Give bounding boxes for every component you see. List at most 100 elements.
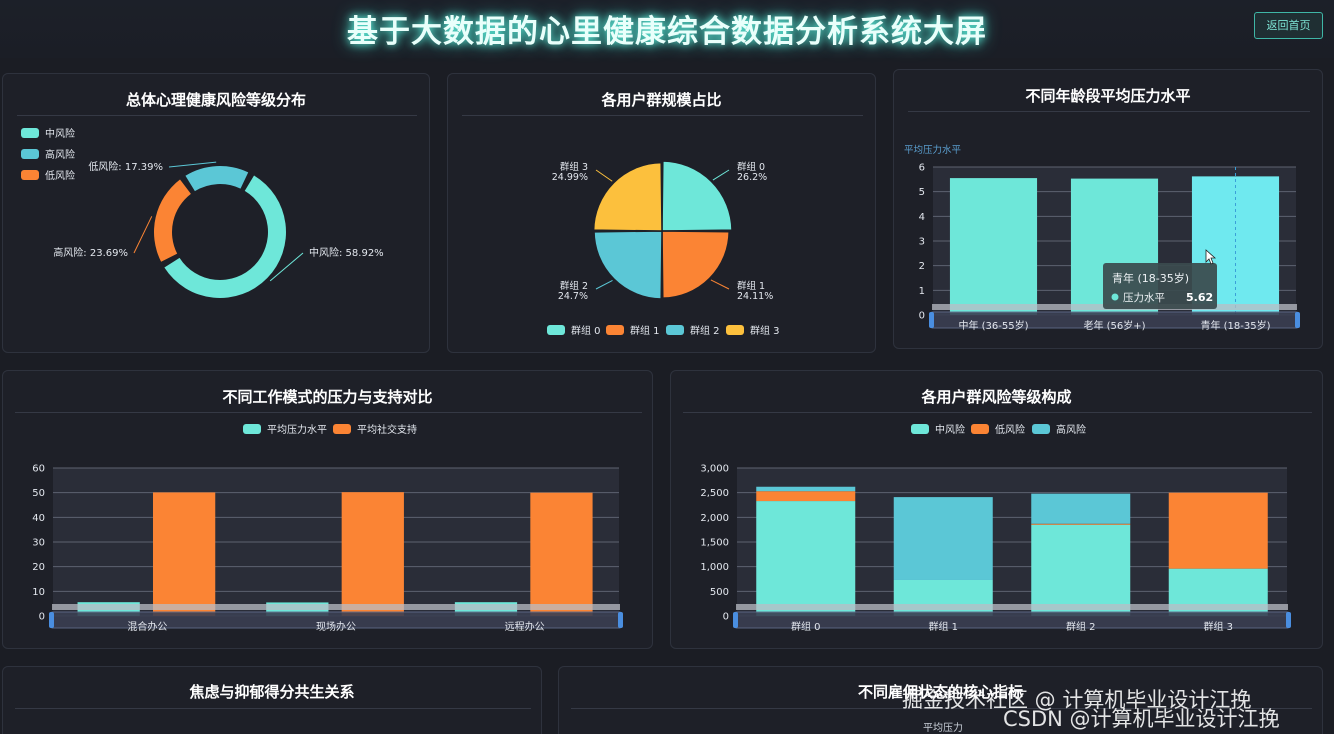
legend-label: 群组 0 [571,324,601,337]
donut-slice [154,179,191,262]
stacked-bar-segment [756,486,856,492]
y-tick-label: 2,000 [700,513,729,524]
y-tick-label: 40 [32,513,45,524]
x-tick-label: 老年 (56岁+) [1083,319,1145,332]
stacked-bar-segment [1031,524,1131,616]
rose-slice [661,230,730,299]
back-home-button[interactable]: 返回首页 [1254,12,1323,39]
y-tick-label: 3,000 [700,464,729,475]
legend-label: 群组 3 [750,324,780,337]
y-tick-label: 60 [32,464,45,475]
legend-swatch [911,424,929,434]
legend-label: 低风险 [995,423,1025,436]
y-tick-label: 0 [919,311,925,322]
legend-label: 群组 1 [630,324,660,337]
anxiety-depression-panel: 焦虑与抑郁得分共生关系 [2,666,542,734]
page-title: 基于大数据的心里健康综合数据分析系统大屏 [347,14,987,50]
datazoom-handle-left [929,312,934,328]
legend-swatch [243,424,261,434]
rose-slice [593,230,663,300]
y-tick-label: 1,500 [700,538,729,549]
rose-label-pct: 24.7% [558,291,588,302]
stacked-bar-segment [756,491,856,502]
y-tick-label: 50 [32,488,45,499]
employment-axis-hint: 平均压力 [923,723,963,734]
stacked-bar-segment [1031,493,1131,524]
rose-label-name: 群组 1 [737,280,765,292]
employment-panel: 不同雇佣状态的核心指标 平均压力 [558,666,1323,734]
group-risk-panel: 各用户群风险等级构成 中风险 低风险 高风险 0 500 1,000 1,500 2,000 2… [670,370,1323,649]
x-tick-label: 远程办公 [505,620,545,633]
y-tick-label: 1,000 [700,562,729,573]
x-tick-label: 群组 0 [791,620,821,633]
datazoom-handle-left [733,612,738,628]
donut-label: 中风险: 58.92% [309,246,384,259]
datazoom-handle-left [49,612,54,628]
work-mode-panel: 不同工作模式的压力与支持对比 平均压力水平 平均社交支持 0 10 20 30 40 50 60… [2,370,653,649]
legend-label: 高风险 [45,148,75,161]
x-tick-label: 现场办公 [316,620,356,633]
mouse-cursor-icon [1205,249,1217,265]
panel-divider [908,111,1310,112]
datazoom-handle-right [1295,312,1300,328]
work-panel-title: 不同工作模式的压力与支持对比 [222,388,433,406]
legend-swatch [333,424,351,434]
legend-label: 平均压力水平 [267,423,327,436]
stacked-bar-segment [756,501,856,616]
rose-label-name: 群组 3 [560,161,588,173]
work-mode-bar-chart: 平均压力水平 平均社交支持 0 10 20 30 40 50 60 混合办公 现场办公 远程办公 [32,423,623,633]
panel-divider [683,412,1312,413]
stacked-bar-segment [893,579,993,616]
legend-label: 低风险 [45,169,75,182]
x-tick-label: 混合办公 [127,620,167,633]
rose-label-name: 群组 2 [560,280,588,292]
rose-label-line [595,280,613,290]
bar [152,492,216,616]
rose-slice [592,161,663,232]
y-tick-label: 2,500 [700,488,729,499]
legend-swatch [1032,424,1050,434]
y-tick-label: 0 [723,612,729,623]
watermark-line-2: CSDN @计算机毕业设计江挽 [1003,707,1280,731]
employment-panel-title: 不同雇佣状态的核心指标 [857,683,1023,701]
y-tick-label: 4 [919,212,925,223]
x-tick-label: 群组 1 [928,620,958,633]
donut-label: 低风险: 17.39% [88,160,163,173]
datazoom-scrollbar [736,604,1288,610]
age-panel-title: 不同年龄段平均压力水平 [1025,87,1191,105]
chart-tooltip: 青年 (18-35岁) 压力水平 5.62 [1103,263,1217,309]
rose-label-pct: 26.2% [737,172,767,183]
age-stress-panel: 不同年龄段平均压力水平 平均压力水平 0 1 2 3 4 5 6 中年 (36-55岁) 老年 (… [893,69,1323,349]
stacked-bar-segment [1168,492,1268,569]
legend-swatch [21,170,39,180]
rose-label-pct: 24.11% [737,291,773,302]
anxiety-panel-title: 焦虑与抑郁得分共生关系 [189,683,355,701]
panel-divider [571,708,1312,709]
x-tick-label: 青年 (18-35岁) [1200,319,1270,332]
bar [530,492,593,616]
stacked-bar-segment [1031,523,1131,525]
panel-divider [462,115,863,116]
age-bar-chart[interactable]: 平均压力水平 0 1 2 3 4 5 6 中年 (36-55岁) 老年 (56岁+) 青年 (18-… [894,70,1323,349]
risk-distribution-panel: 总体心理健康风险等级分布 中风险 高风险 低风险 中风险: 58.92% 高风险: 23… [2,73,430,353]
legend-label: 群组 2 [690,324,720,337]
panel-divider [15,412,642,413]
bar [341,492,404,616]
donut-label-line [269,252,304,282]
datazoom-scrollbar [52,604,620,610]
y-tick-label: 10 [32,587,45,598]
group-size-panel: 各用户群规模占比 群组 0 26.2% 群组 1 24.11% 群组 2 24.7% 群组 … [447,73,876,353]
y-tick-label: 5 [919,187,925,198]
legend-swatch [547,325,565,335]
y-tick-label: 6 [919,163,925,174]
donut-slice [164,175,287,298]
rose-slice [661,160,733,232]
legend-swatch [606,325,624,335]
y-tick-label: 1 [919,286,925,297]
y-tick-label: 0 [39,612,45,623]
legend-label: 平均社交支持 [357,423,417,436]
y-tick-label: 2 [919,261,925,272]
rose-label-line [710,279,730,290]
group-risk-stacked-chart: 中风险 低风险 高风险 0 500 1,000 1,500 2,000 2,500 3,000 群组… [700,423,1291,633]
stacked-bar-segment [893,497,993,580]
